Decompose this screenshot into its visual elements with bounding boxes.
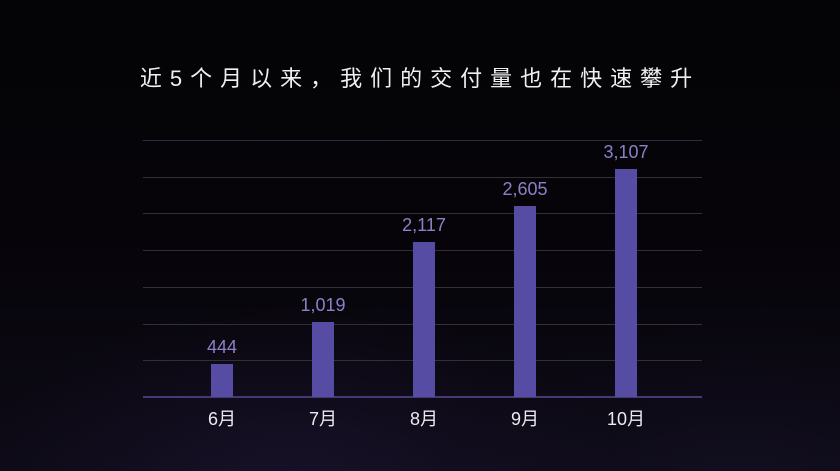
slide-title: 近5个月以来，我们的交付量也在快速攀升: [139, 66, 701, 91]
x-axis-tick-label: 9月: [510, 409, 539, 429]
bar-value-label: 2,117: [402, 214, 446, 235]
gridline: [143, 140, 702, 141]
x-axis-tick-label: 10月: [606, 409, 646, 429]
bar: [615, 168, 637, 397]
bar: [514, 205, 536, 397]
bar-value-label: 3,107: [603, 141, 649, 162]
bar: [211, 364, 233, 397]
bar-value-label: 444: [206, 337, 238, 358]
x-axis-line: [143, 396, 702, 398]
gridline: [143, 213, 702, 215]
bar: [413, 241, 435, 397]
bar: [312, 322, 334, 397]
bar-value-label: 2,605: [502, 178, 548, 199]
x-axis-tick-label: 8月: [409, 409, 438, 429]
x-axis-tick-label: 7月: [308, 409, 337, 429]
bar-chart-plot-area: 444 6月 1,019 7月 2,117 8月 2,605 9月 3,107 10月: [143, 140, 702, 429]
gridline: [143, 176, 702, 178]
bar-value-label: 1,019: [300, 295, 346, 316]
x-axis-tick-label: 6月: [207, 409, 236, 429]
